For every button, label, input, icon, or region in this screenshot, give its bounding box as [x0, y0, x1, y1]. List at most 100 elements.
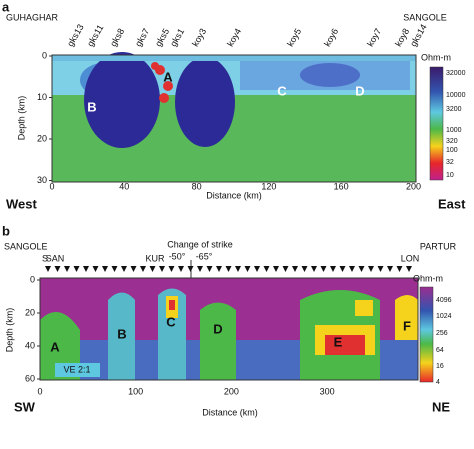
x-tick-label: 200	[224, 386, 239, 396]
right-label: SANGOLE	[403, 12, 447, 22]
feature-label: D	[355, 83, 364, 98]
station-marker	[358, 266, 365, 272]
site-label: SAN	[46, 253, 65, 263]
station-marker	[92, 266, 99, 272]
station-marker	[368, 266, 374, 272]
station-marker	[216, 266, 222, 272]
colorbar-tick: 10000	[446, 92, 466, 99]
station-marker	[159, 266, 165, 272]
feature-label: C	[277, 83, 287, 98]
x-label: Distance (km)	[206, 190, 262, 200]
station-marker	[111, 266, 118, 272]
station-marker	[292, 266, 298, 272]
colorbar-title: Ohm-m	[413, 273, 443, 283]
station-marker	[64, 266, 70, 272]
station-label: gks1	[168, 27, 186, 48]
feature-label: B	[117, 326, 126, 341]
x-tick-label: 200	[406, 181, 421, 191]
colorbar-tick: 1024	[436, 313, 452, 320]
colorbar-tick: 4	[436, 379, 440, 386]
x-tick-label: 0	[37, 386, 42, 396]
feature-label: A	[50, 339, 60, 354]
y-tick-label: 30	[37, 175, 47, 185]
colorbar-tick: 32000	[446, 70, 466, 77]
station-marker	[406, 266, 412, 272]
station-marker	[83, 266, 89, 272]
station-label: gks11	[85, 23, 105, 48]
station-marker	[149, 266, 156, 272]
x-label: Distance (km)	[202, 407, 258, 417]
strike-right: -65°	[196, 251, 213, 261]
station-label: koy8	[393, 27, 411, 48]
station-marker	[330, 266, 336, 272]
station-marker	[140, 266, 146, 272]
y-tick-label: 20	[37, 133, 47, 143]
feature-label: D	[213, 321, 222, 336]
station-marker	[320, 266, 327, 272]
colorbar-tick: 16	[436, 363, 444, 370]
station-label: koy4	[225, 27, 243, 48]
station-marker	[73, 266, 80, 272]
station-marker	[235, 266, 241, 272]
colorbar-tick: 4096	[436, 297, 452, 304]
y-tick-label: 10	[37, 92, 47, 102]
station-marker	[244, 266, 251, 272]
station-label: gks8	[108, 27, 126, 48]
station-marker	[301, 266, 308, 272]
bottom-left: SW	[14, 399, 36, 414]
station-markers	[45, 266, 412, 272]
bottom-right: East	[438, 196, 466, 211]
strike-left: -50°	[169, 251, 186, 261]
station-label: gks5	[153, 27, 171, 48]
y-tick-label: 0	[42, 50, 47, 60]
station-marker	[187, 266, 194, 272]
station-marker	[263, 266, 270, 272]
station-label: gks13	[65, 22, 86, 48]
colorbar-tick: 100	[446, 147, 458, 154]
section-a	[51, 52, 444, 183]
station-label: koy5	[285, 27, 303, 48]
feature-label: C	[166, 314, 176, 329]
station-label: koy3	[190, 27, 208, 48]
station-label: gks14	[408, 22, 429, 48]
feature-label: E	[334, 334, 343, 349]
station-marker	[130, 266, 137, 272]
station-marker	[282, 266, 289, 272]
annotation: Change of strike	[167, 239, 233, 249]
bottom-right: NE	[432, 399, 450, 414]
y-tick-label: 20	[25, 307, 35, 317]
colorbar-tick: 320	[446, 138, 458, 145]
site-label: KUR	[145, 253, 165, 263]
site-label: LON	[401, 253, 420, 263]
x-tick-label: 300	[320, 386, 335, 396]
y-tick-label: 60	[25, 373, 35, 383]
station-marker	[197, 266, 203, 272]
station-marker	[168, 266, 175, 272]
station-marker	[311, 266, 317, 272]
station-marker	[54, 266, 61, 272]
x-tick-label: 0	[49, 181, 54, 191]
y-tick-label: 0	[30, 274, 35, 284]
panel-letter: b	[2, 223, 10, 238]
x-tick-label: 120	[261, 181, 276, 191]
station-marker	[396, 266, 403, 272]
colorbar-tick: 10	[446, 172, 454, 179]
x-tick-label: 40	[119, 181, 129, 191]
x-tick-label: 80	[192, 181, 202, 191]
station-marker	[121, 266, 127, 272]
colorbar-title: Ohm-m	[421, 52, 451, 62]
bottom-left: West	[6, 196, 37, 211]
station-marker	[387, 266, 393, 272]
station-marker	[102, 266, 108, 272]
station-marker	[349, 266, 355, 272]
station-marker	[254, 266, 260, 272]
station-marker	[206, 266, 213, 272]
colorbar-tick: 1000	[446, 127, 462, 134]
station-marker	[377, 266, 384, 272]
station-marker	[339, 266, 346, 272]
left-label: SANGOLE	[4, 241, 48, 251]
colorbar-tick: 256	[436, 330, 448, 337]
y-label: Depth (km)	[4, 308, 14, 353]
colorbar-tick: 3200	[446, 106, 462, 113]
